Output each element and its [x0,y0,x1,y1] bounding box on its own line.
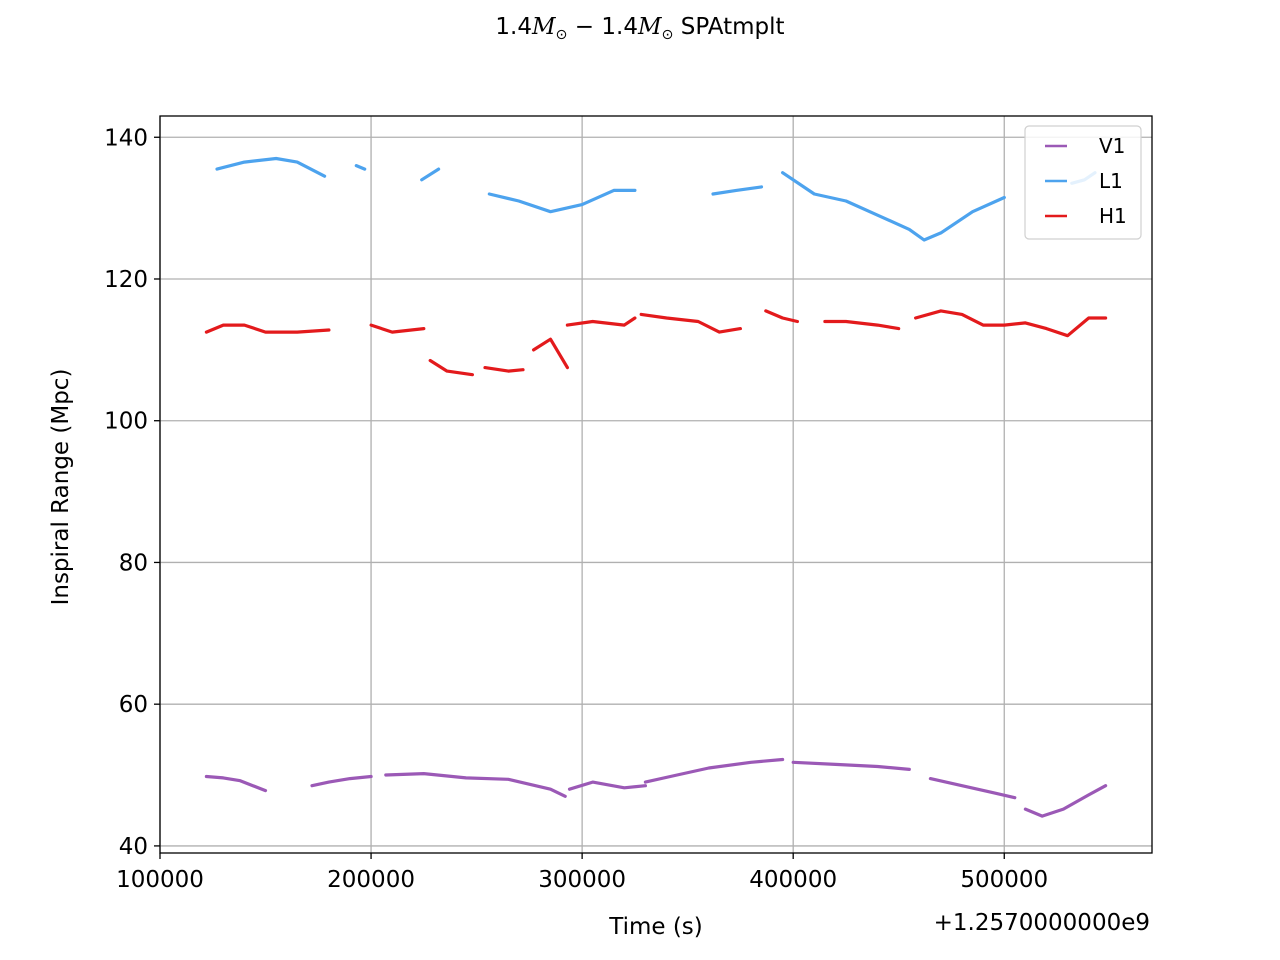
title-mass-b: M [637,14,662,40]
plot-series [204,156,1108,818]
series-line-h1 [565,316,637,327]
series-line-l1 [215,156,327,178]
title-coef-a: 1.4 [495,14,532,40]
y-tick-label: 120 [104,267,148,293]
series-line-h1 [369,323,426,334]
title-sun-a: ⊙ [555,26,568,43]
series-line-h1 [204,323,331,334]
title-minus: − [567,14,602,40]
chart-title: 1.4M⊙ − 1.4M⊙ SPAtmplt [0,14,1280,43]
series-line-h1 [764,309,800,324]
y-tick-label: 100 [104,409,148,435]
series-line-v1 [310,774,373,788]
x-tick-label: 100000 [116,867,204,893]
y-tick-label: 140 [104,125,148,151]
y-tick-label: 60 [119,692,148,718]
x-tick-label: 400000 [749,867,837,893]
title-sun-b: ⊙ [661,26,674,43]
series-v1 [204,757,1108,818]
series-line-l1 [711,185,764,196]
x-offset-label: +1.2570000000e9 [934,910,1150,936]
series-line-v1 [643,757,785,784]
series-line-h1 [639,312,743,334]
series-line-l1 [354,164,367,171]
series-line-v1 [1023,784,1108,818]
series-line-h1 [483,366,525,373]
legend-label-h1: H1 [1099,204,1127,228]
legend: V1 L1 H1 [1024,125,1142,240]
series-line-v1 [384,771,567,798]
series-line-h1 [531,337,570,370]
series-line-h1 [913,309,1108,338]
series-line-v1 [204,774,268,793]
plot-frame [159,115,1153,854]
series-line-l1 [420,167,441,182]
series-line-l1 [780,171,1006,242]
x-tick-label: 300000 [538,867,626,893]
y-tick-label: 80 [119,550,148,576]
series-line-v1 [791,760,911,772]
axis-ticks: 100000 200000 300000 400000 500000 40 60 80 100 1… [104,125,1048,893]
y-axis-label: Inspiral Range (Mpc) [48,369,74,606]
series-line-l1 [487,188,637,214]
series-line-h1 [823,319,901,331]
grid-lines [159,116,1152,853]
legend-box [1024,125,1142,240]
legend-label-l1: L1 [1099,169,1123,193]
title-suffix: SPAtmplt [673,14,785,40]
series-line-h1 [428,358,474,377]
legend-label-v1: V1 [1099,134,1125,158]
title-mass-a: M [531,14,556,40]
series-line-v1 [928,776,1017,800]
x-tick-label: 500000 [960,867,1048,893]
x-tick-label: 200000 [327,867,415,893]
series-l1 [215,156,1097,242]
x-axis-label: Time (s) [608,914,703,940]
series-line-v1 [567,780,648,791]
title-coef-b: 1.4 [601,14,638,40]
y-tick-label: 40 [119,834,148,860]
series-h1 [204,309,1108,377]
